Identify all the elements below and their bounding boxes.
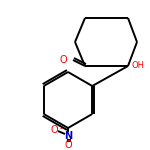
Text: OH: OH [131,61,144,70]
Text: N: N [64,131,72,141]
Text: -: - [60,124,63,134]
Text: O: O [50,125,58,135]
Text: O: O [59,55,67,65]
Text: O: O [64,140,72,150]
